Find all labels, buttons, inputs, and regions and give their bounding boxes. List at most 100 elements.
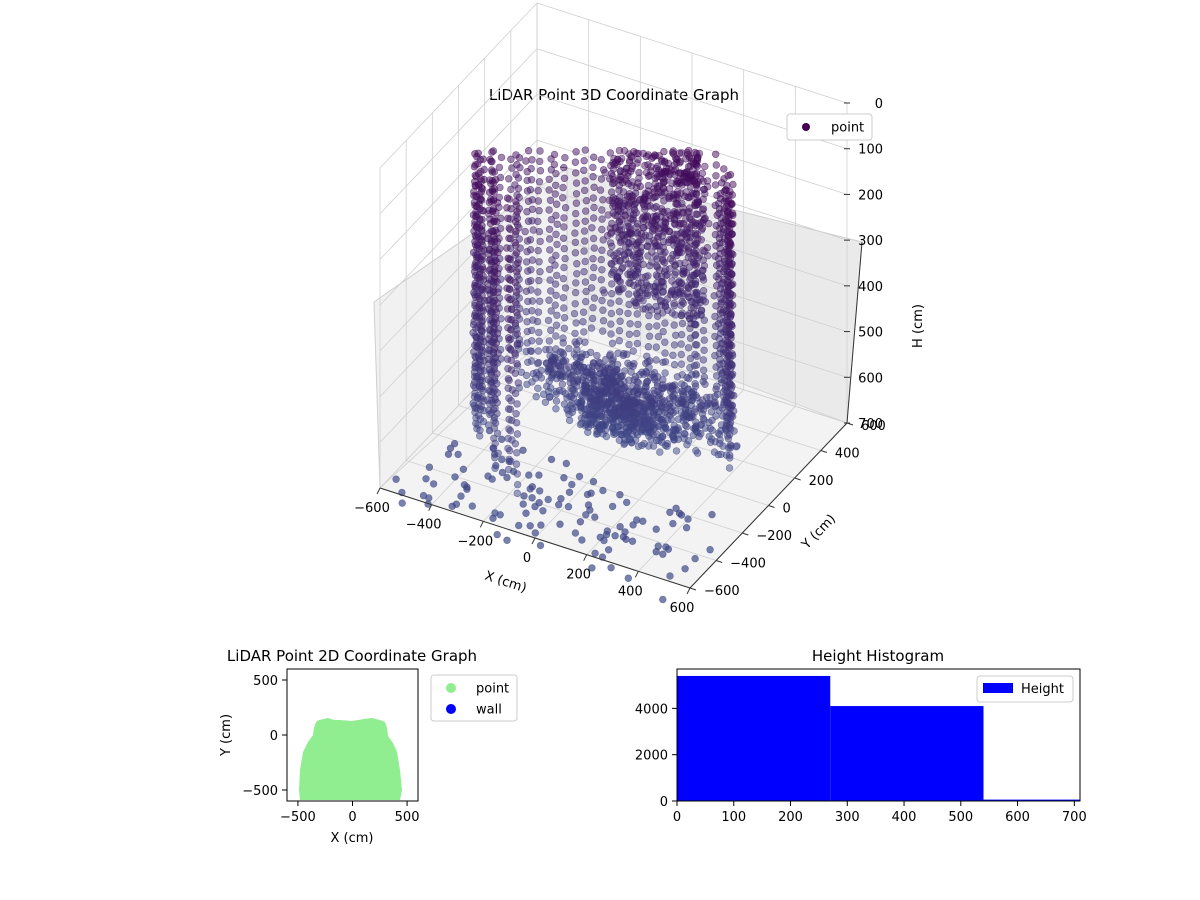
chart-3d: LiDAR Point 3D Coordinate Graph −600 −400…: [354, 2, 926, 616]
lidar-point: [645, 171, 654, 180]
lidar-point: [565, 416, 574, 425]
lidar-point: [568, 480, 576, 489]
lidar-point: [711, 398, 719, 406]
lidar-point: [503, 244, 511, 252]
lidar-point: [691, 554, 699, 563]
lidar-point: [701, 247, 709, 256]
y-tick-label-hist: 4000: [635, 702, 668, 717]
lidar-point: [692, 172, 700, 181]
lidar-point: [547, 155, 555, 163]
lidar-point: [729, 180, 737, 189]
lidar-point: [676, 287, 685, 296]
lidar-point: [565, 488, 574, 496]
lidar-point: [552, 405, 560, 413]
lidar-point: [526, 522, 534, 530]
lidar-point: [620, 411, 629, 419]
legend-2d-wall-label: wall: [476, 703, 502, 718]
lidar-point: [681, 192, 689, 201]
lidar-point: [539, 390, 548, 398]
lidar-point: [613, 155, 622, 163]
lidar-point: [698, 206, 707, 214]
lidar-point: [513, 308, 521, 317]
lidar-point: [695, 252, 703, 260]
lidar-point: [640, 202, 649, 211]
lidar-point: [691, 423, 700, 431]
lidar-point: [560, 244, 568, 253]
ticks-3d: −600−400−2000200400600−600−400−200020040…: [354, 97, 886, 616]
legend-3d-label: point: [831, 121, 864, 136]
lidar-point: [645, 332, 654, 340]
lidar-point: [628, 537, 637, 545]
lidar-point: [700, 346, 708, 354]
lidar-point: [572, 199, 581, 207]
lidar-point: [541, 398, 550, 406]
lidar-point: [687, 215, 695, 224]
y-tick-3d: [820, 450, 827, 453]
lidar-point: [561, 254, 569, 263]
histogram-bar: [677, 675, 831, 801]
lidar-point: [571, 338, 579, 346]
lidar-point: [639, 305, 647, 313]
x-tick-3d: [428, 504, 433, 511]
lidar-point: [625, 340, 633, 349]
lidar-point: [726, 301, 734, 309]
lidar-point: [534, 246, 542, 255]
lidar-point: [586, 387, 594, 396]
lidar-point: [579, 363, 588, 371]
lidar-point: [479, 242, 487, 250]
lidar-point: [493, 429, 502, 438]
lidar-point: [488, 475, 496, 483]
lidar-point: [686, 413, 694, 421]
lidar-point: [728, 191, 736, 199]
lidar-point: [623, 397, 632, 405]
lidar-point: [606, 224, 615, 232]
lidar-point: [498, 455, 506, 464]
lidar-point: [513, 161, 521, 169]
lidar-point: [725, 421, 734, 429]
lidar-point: [680, 381, 689, 390]
lidar-point: [573, 346, 581, 354]
lidar-point: [492, 319, 501, 327]
lidar-point: [559, 274, 568, 283]
z-tick-label-3d: 700: [858, 417, 883, 432]
lidar-point: [726, 370, 735, 379]
lidar-point: [632, 410, 640, 419]
lidar-point: [661, 338, 669, 346]
lidar-point: [695, 222, 704, 230]
lidar-point: [513, 489, 521, 497]
lidar-point: [505, 376, 513, 385]
lidar-point: [659, 327, 667, 336]
chart-histogram: Height Histogram 0 100 200 300 400 500 600 7000…: [635, 647, 1087, 825]
lidar-point: [608, 356, 617, 365]
lidar-point: [504, 214, 512, 223]
lidar-point: [607, 188, 616, 196]
lidar-point: [704, 219, 713, 228]
lidar-point: [616, 522, 624, 531]
lidar-point: [551, 181, 560, 190]
lidar-point: [629, 521, 637, 529]
legend-3d-marker: [802, 123, 810, 131]
lidar-point: [597, 155, 605, 164]
lidar-point: [726, 310, 735, 318]
lidar-point: [536, 268, 544, 276]
lidar-point: [477, 343, 486, 351]
x-tick-3d: [634, 571, 639, 578]
z-axis-3d-label: H (cm): [911, 304, 926, 348]
lidar-point: [630, 206, 639, 214]
lidar-point: [545, 362, 554, 371]
lidar-point: [571, 158, 580, 166]
lidar-point: [523, 187, 532, 195]
lidar-point: [477, 195, 485, 203]
lidar-point: [607, 320, 615, 328]
lidar-point: [627, 439, 636, 447]
lidar-point: [701, 298, 710, 306]
lidar-point: [523, 168, 531, 176]
lidar-point: [507, 356, 515, 364]
lidar-point: [677, 360, 686, 368]
lidar-point: [644, 442, 653, 450]
lidar-point: [495, 163, 504, 172]
x-tick-label-3d: −200: [457, 534, 493, 549]
x-tick-label-hist: 100: [721, 810, 746, 825]
lidar-point: [581, 177, 589, 185]
lidar-point: [581, 217, 589, 226]
